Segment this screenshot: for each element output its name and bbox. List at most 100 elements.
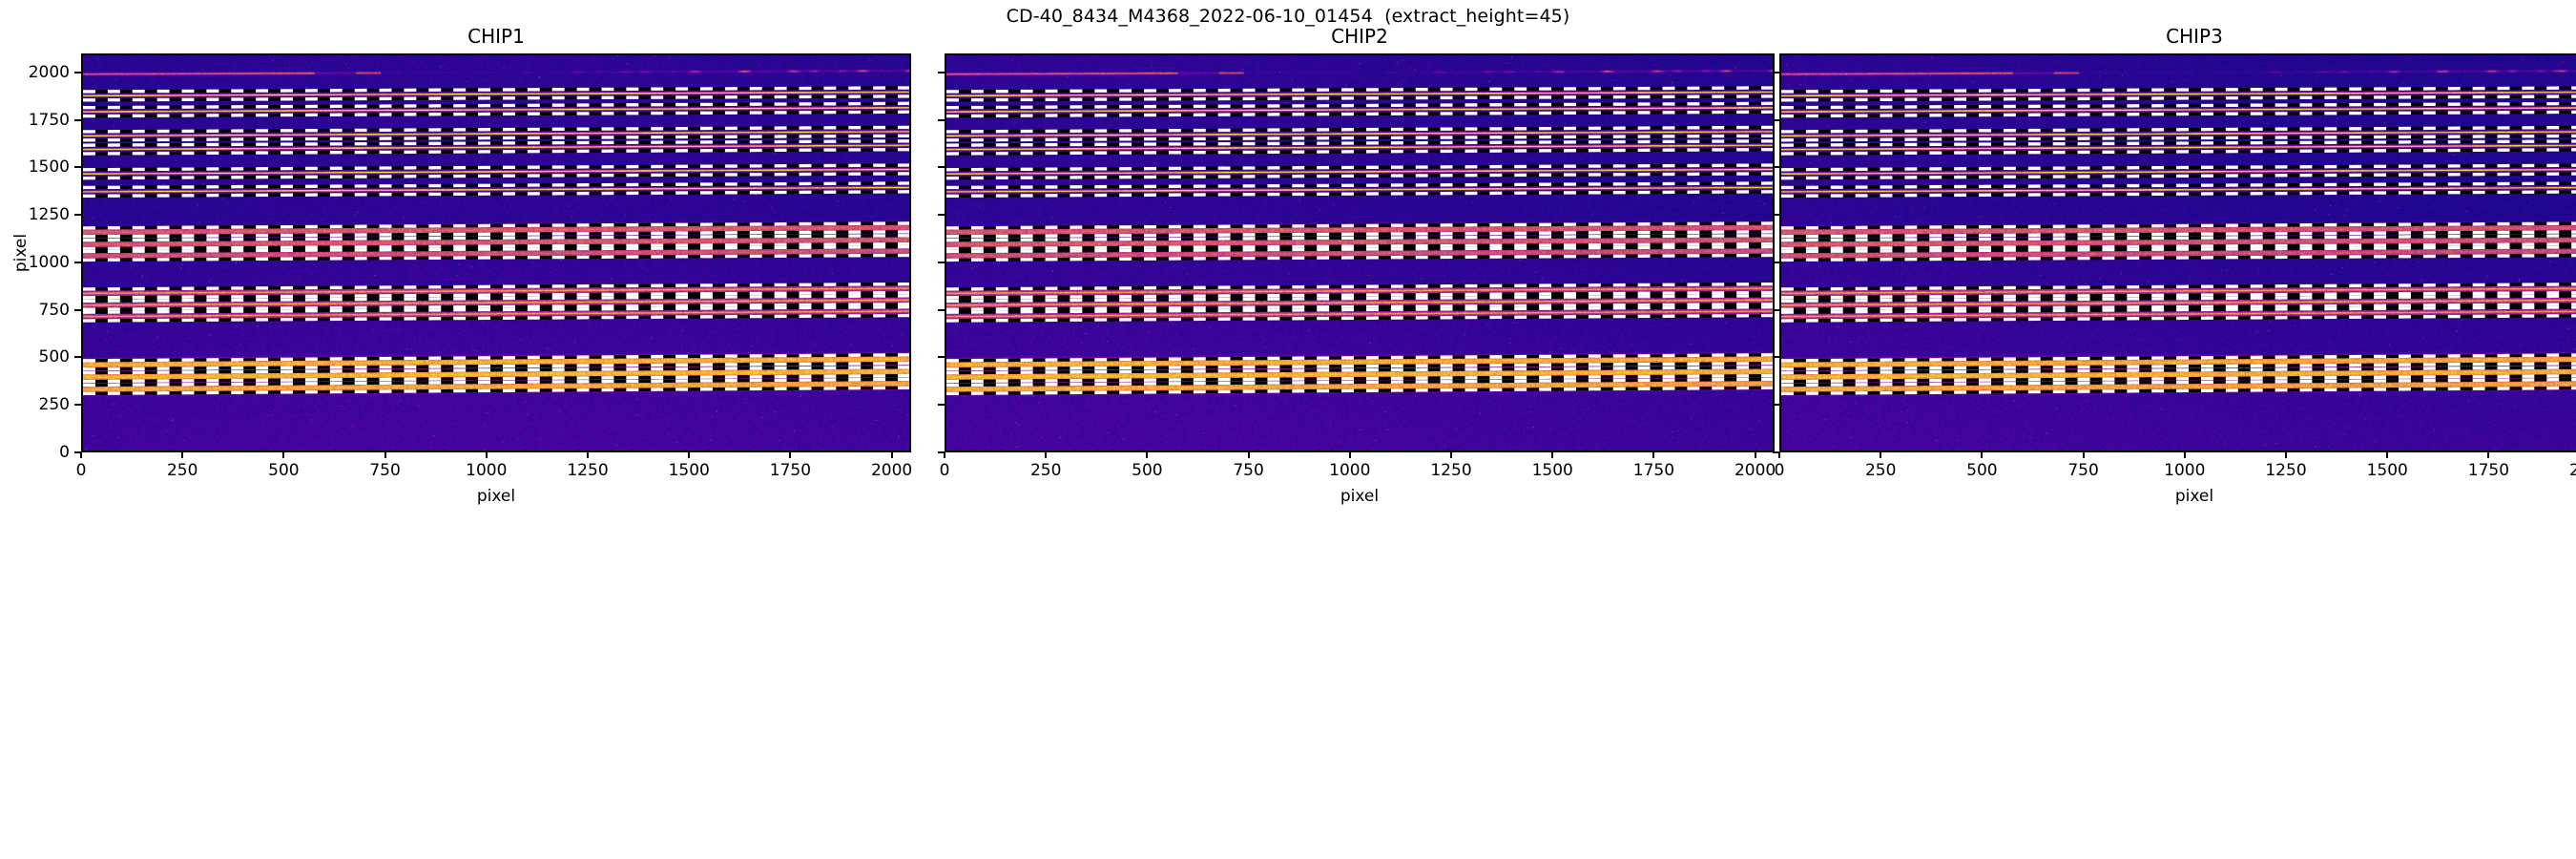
order-trace-underline <box>1781 234 2576 242</box>
order-trace-underline <box>1781 303 2576 311</box>
order-trace-underline <box>83 304 909 314</box>
xtick-label: 0 <box>939 461 950 480</box>
order-trace-underline <box>946 253 1773 262</box>
xtick-mark <box>1551 452 1554 458</box>
order-trace-underline <box>1781 366 2576 375</box>
ytick-mark <box>1773 404 1779 407</box>
order-trace-overlay-chip3 <box>1781 86 2576 396</box>
order-trace-underline <box>946 353 1773 363</box>
order-trace-underline <box>83 172 909 180</box>
order-trace-underline <box>1781 148 2576 156</box>
xtick-mark <box>789 452 792 458</box>
order-trace-underline <box>1781 314 2576 323</box>
order-trace-underline <box>83 147 909 156</box>
order-trace-underline <box>946 181 1773 190</box>
ytick-mark <box>1773 71 1779 73</box>
order-trace-underline <box>83 241 909 251</box>
order-trace-underline <box>946 294 1773 304</box>
xtick-mark <box>944 452 945 458</box>
axes-chip1 <box>81 53 911 452</box>
order-trace-underline <box>946 230 1773 239</box>
order-trace-underline <box>83 163 909 172</box>
order-trace-underline <box>83 134 909 142</box>
order-trace-underline <box>1781 305 2576 314</box>
xtick-label: 1250 <box>2265 461 2307 480</box>
order-trace-underline <box>946 244 1773 254</box>
order-trace-underline <box>1781 253 2576 262</box>
order-trace-underline <box>946 386 1773 396</box>
xtick-mark <box>1778 452 1780 458</box>
order-trace-underline <box>83 253 909 262</box>
ytick-mark <box>938 214 945 217</box>
xtick-label: 500 <box>1966 461 1998 480</box>
figure-suptitle: CD-40_8434_M4368_2022-06-10_01454 (extra… <box>1006 6 1570 27</box>
order-trace-underline <box>83 94 909 102</box>
order-trace-underline <box>83 234 909 242</box>
ytick-mark <box>938 404 945 407</box>
xtick-mark <box>181 452 184 458</box>
order-trace-underline <box>1781 125 2576 134</box>
order-trace-underline <box>1781 86 2576 94</box>
order-trace-underline <box>83 139 909 147</box>
panel-chip1: CHIP1 0 250 500 750 1000 1250 1500 1750 2000 pixel… <box>29 25 913 506</box>
xtick-mark <box>1045 452 1048 458</box>
xtick-mark <box>1652 452 1655 458</box>
xtick-mark <box>1247 452 1250 458</box>
panel-title-chip2: CHIP2 <box>1331 25 1388 48</box>
ytick-mark <box>74 118 81 121</box>
ytick-mark <box>74 451 81 453</box>
detector-image-wrap-chip3 <box>1781 55 2576 450</box>
ytick-mark <box>1773 356 1779 359</box>
order-trace-underline <box>83 366 909 375</box>
xtick-label: 1750 <box>769 461 812 480</box>
order-trace-underline <box>946 234 1773 242</box>
xtick-mark <box>485 452 488 458</box>
order-trace-underline <box>946 377 1773 388</box>
xtick-label: 2000 <box>2568 461 2576 480</box>
panel-title-chip1: CHIP1 <box>467 25 525 48</box>
order-trace-underline <box>1781 245 2576 254</box>
order-trace-underline <box>946 366 1773 375</box>
xtick-mark <box>1348 452 1351 458</box>
order-trace-underline <box>946 125 1773 134</box>
ytick-label: 250 <box>38 395 70 415</box>
xtick-label: 2000 <box>1734 461 1776 480</box>
xtick-label: 750 <box>1233 461 1264 480</box>
xtick-label: 250 <box>1029 461 1062 480</box>
xtick-mark <box>1981 452 1984 458</box>
xtick-mark <box>384 452 386 458</box>
ytick-mark <box>1773 214 1779 217</box>
panel-title-chip3: CHIP3 <box>2166 25 2223 48</box>
order-trace-underline <box>83 125 909 134</box>
xtick-label: 2000 <box>870 461 913 480</box>
xtick-label: 0 <box>1774 461 1785 480</box>
xtick-mark <box>2183 452 2186 458</box>
order-trace-underline <box>1781 283 2576 291</box>
xtick-mark <box>282 452 285 458</box>
xtick-label: 750 <box>369 461 401 480</box>
order-trace-underline <box>946 221 1773 230</box>
order-trace-overlay-chip1 <box>83 86 909 396</box>
xtick-mark <box>2386 452 2389 458</box>
ytick-mark <box>74 308 81 311</box>
order-trace-underline <box>83 313 909 323</box>
order-trace-underline <box>946 361 1773 371</box>
xtick-mark <box>2285 452 2287 458</box>
order-trace-underline <box>1781 230 2576 239</box>
ytick-mark <box>938 166 945 169</box>
ytick-mark <box>74 261 81 263</box>
ytick-mark <box>938 71 945 73</box>
order-trace-underline <box>946 282 1773 291</box>
order-trace-underline <box>946 110 1773 118</box>
ytick-mark <box>74 214 81 217</box>
ytick-mark <box>1773 118 1779 121</box>
order-trace-underline <box>83 290 909 300</box>
xtick-label: 500 <box>268 461 300 480</box>
order-trace-underline <box>1781 294 2576 304</box>
ytick-label: 0 <box>59 443 70 462</box>
xtick-label: 1250 <box>1430 461 1472 480</box>
xtick-label: 1000 <box>466 461 508 480</box>
xtick-label: 750 <box>2067 461 2099 480</box>
order-trace-underline <box>1781 386 2576 396</box>
